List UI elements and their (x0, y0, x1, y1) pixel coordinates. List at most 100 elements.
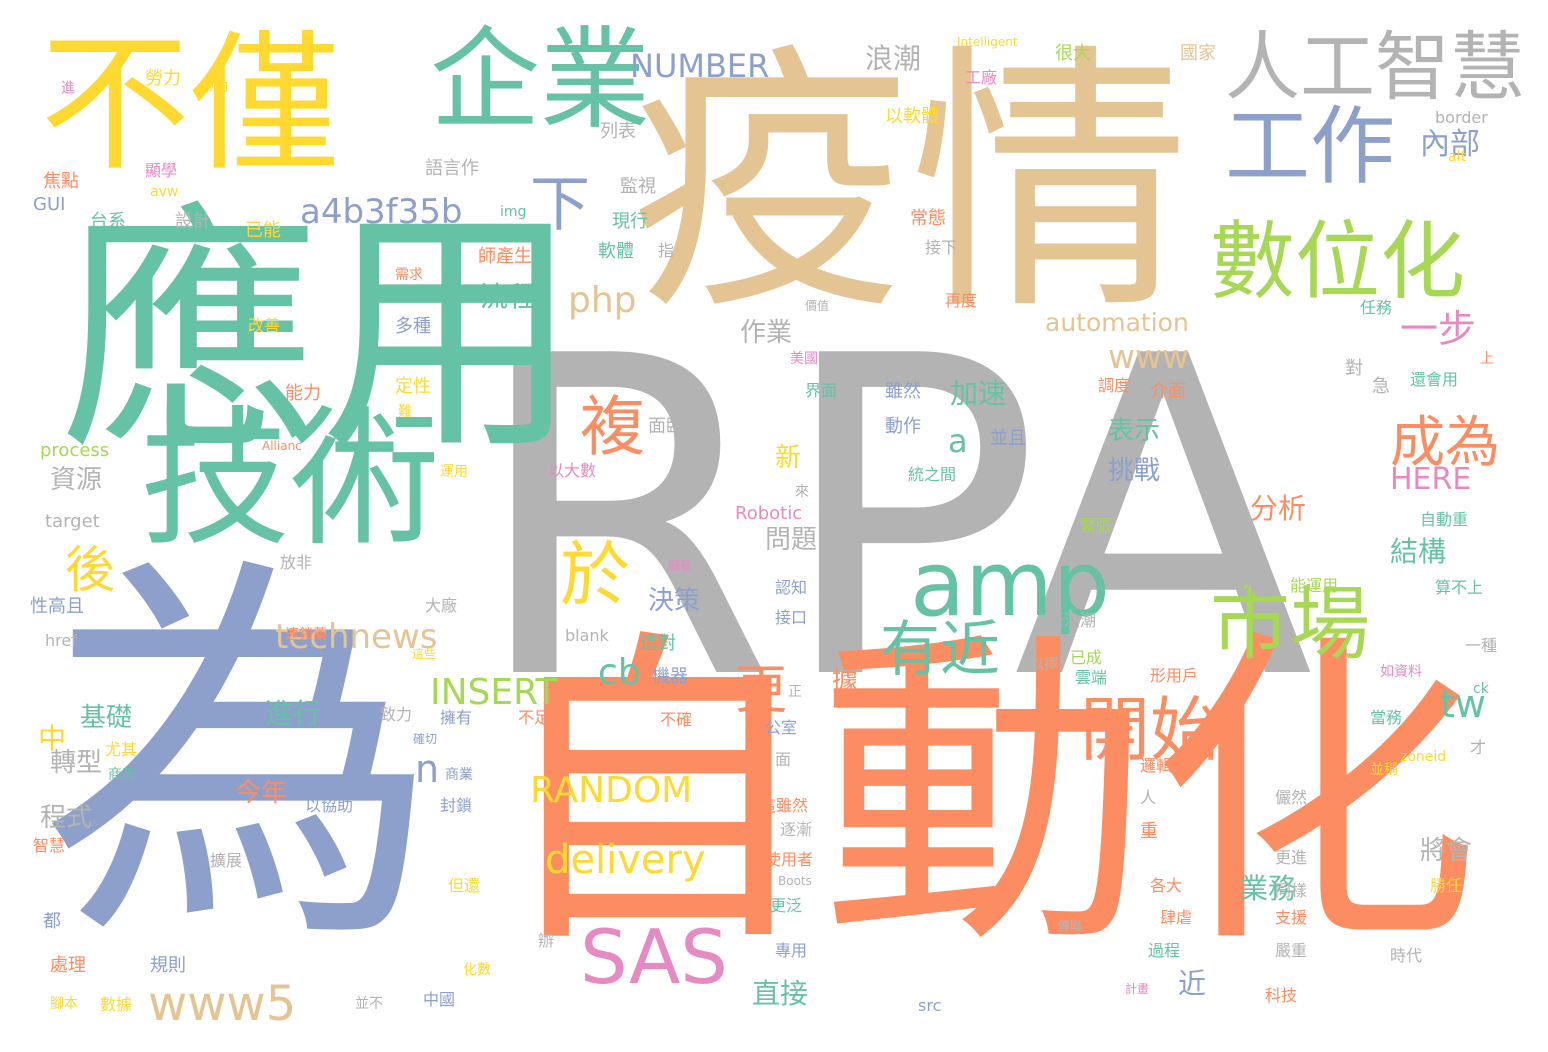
word-cjk-100: 界面 (805, 381, 838, 400)
word-n: n (415, 747, 440, 791)
word-sas: SAS (580, 913, 728, 1001)
word-cjk-32: 一步 (1400, 307, 1477, 351)
word-boots: Boots (778, 874, 812, 888)
word-delivery: delivery (545, 837, 706, 883)
word-cjk-31: 更 (735, 661, 788, 721)
word-cjk-5: 技術 (140, 393, 441, 567)
word-cjk-150: 確切 (413, 732, 438, 746)
word-cjk-118: 自動重 (1420, 510, 1469, 529)
word-cjk-61: 據 (832, 666, 859, 696)
word-cjk-68: 進 (59, 80, 75, 94)
word-cjk-153: 才 (1470, 738, 1487, 757)
word-cjk-16: 有近 (880, 615, 1000, 685)
word-cjk-107: 面臨 (648, 416, 684, 437)
word-cjk-105: 雖然 (885, 381, 921, 402)
word-cjk-89: 需求 (395, 267, 423, 283)
word-cjk-66: 勞力 (145, 68, 181, 89)
word-cjk-147: 不足以 (518, 708, 567, 727)
word-cjk-164: 儼然 (1275, 788, 1308, 807)
word-cjk-50: 資源 (50, 465, 103, 495)
word-number: NUMBER (630, 47, 770, 85)
word-cjk-46: 結構 (1390, 535, 1447, 568)
word-cjk-190: 化數 (463, 962, 491, 978)
word-cjk-186: 專用 (775, 941, 808, 960)
word-cjk-120: 放非 (280, 553, 313, 572)
word-cjk-155: 商業 (445, 767, 473, 783)
word-cjk-44: 挑戰 (1108, 456, 1161, 486)
word-cjk-169: 使用者 (765, 850, 814, 869)
word-cjk-192: 計畫 (1125, 982, 1150, 996)
word-zoneid: zoneid (1400, 749, 1447, 765)
word-cjk-10: 工作 (1225, 98, 1396, 197)
word-cjk-145: 致力 (380, 705, 413, 724)
word-cjk-65: 工廠 (965, 68, 998, 87)
word-cb: cb (598, 652, 641, 693)
word-cjk-94: 任務 (1360, 298, 1393, 317)
word-cjk-156: 面 (775, 750, 792, 769)
word-robotic: Robotic (735, 503, 803, 524)
word-cjk-163: 人 (1140, 788, 1157, 807)
word-cjk-8: 人工智慧 (1225, 23, 1526, 111)
word-cjk-43: 表示 (1108, 416, 1161, 446)
word-cjk-141: 形用戶 (1150, 666, 1199, 685)
word-gui: GUI (33, 194, 66, 215)
word-cjk-166: 重 (1140, 821, 1158, 842)
word-cjk-178: 肆虐 (1160, 908, 1193, 927)
word-cjk-196: 並不 (355, 996, 383, 1012)
word-cjk-183: 支援 (1275, 908, 1308, 927)
word-cjk-139: 已成 (1070, 648, 1103, 667)
word-cjk-91: 改善 (248, 316, 281, 335)
word-cjk-108: 動作 (885, 416, 921, 437)
word-cjk-53: 程式 (40, 803, 93, 833)
word-cjk-82: 現行 (612, 211, 648, 232)
word-cjk-58: 直接 (752, 977, 809, 1010)
word-php: php (568, 280, 637, 321)
word-cjk-99: 定性 (395, 376, 431, 397)
word-cjk-194: 腳本 (50, 996, 78, 1012)
word-border: border (1435, 108, 1488, 127)
word-a: a (948, 422, 968, 460)
word-cjk-15: 開始 (1080, 689, 1220, 771)
word-cjk-180: 都 (43, 911, 61, 932)
word-cjk-185: 規則 (150, 955, 186, 976)
word-here: HERE (1390, 462, 1472, 497)
word-cjk-109: 並且 (990, 428, 1026, 449)
word-cjk-157: 並稱 (1370, 762, 1398, 778)
word-cjk-41: 作業 (740, 318, 793, 348)
word-cjk-18: 複 (580, 390, 646, 465)
word-avw: avw (150, 184, 179, 200)
word-cjk-106: 難 (398, 404, 412, 420)
word-cjk-126: 算不上 (1435, 578, 1484, 597)
word-cjk-136: 這些 (412, 647, 437, 661)
word-cjk-187: 過程 (1148, 941, 1181, 960)
word-cjk-87: 軟體 (598, 241, 634, 262)
word-cjk-114: 統之間 (908, 465, 957, 484)
word-ck: ck (1473, 681, 1489, 697)
word-cjk-11: 市場 (1210, 578, 1370, 671)
word-cjk-67: 帶動 (200, 79, 228, 95)
word-cjk-63: 很大 (1055, 43, 1091, 64)
word-www5: www5 (148, 976, 297, 1032)
word-cjk-39: 內部 (1420, 127, 1480, 162)
word-cjk-168: 智慧 (33, 836, 66, 855)
word-cjk-74: 焦點 (43, 171, 79, 192)
word-cjk-121: 緊張 (1080, 516, 1113, 535)
word-intelligent: Intelligent (957, 35, 1018, 49)
word-cjk-124: 外部 (1240, 580, 1276, 601)
word-cjk-29: 下 (530, 170, 590, 240)
word-cjk-135: 一種 (1465, 636, 1498, 655)
word-rpa: RPA (470, 264, 1314, 776)
word-cjk-95: 美國 (790, 351, 818, 367)
word-cjk-47: 決策 (648, 586, 701, 616)
word-cjk-79: 台系 (90, 211, 126, 232)
word-href: href (45, 631, 77, 650)
word-cjk-184: 處理 (50, 955, 86, 976)
word-cjk-51: 基礎 (80, 703, 133, 733)
word-cjk-83: 已能 (245, 220, 281, 241)
word-cjk-57: 業務 (1240, 872, 1297, 905)
word-cjk-59: 近 (1178, 967, 1207, 1000)
word-cjk-2: 為 (40, 527, 440, 992)
word-cjk-9: 數位化 (1210, 213, 1466, 312)
word-cjk-188: 嚴重 (1275, 941, 1308, 960)
word-cjk-85: 接下 (925, 238, 958, 257)
